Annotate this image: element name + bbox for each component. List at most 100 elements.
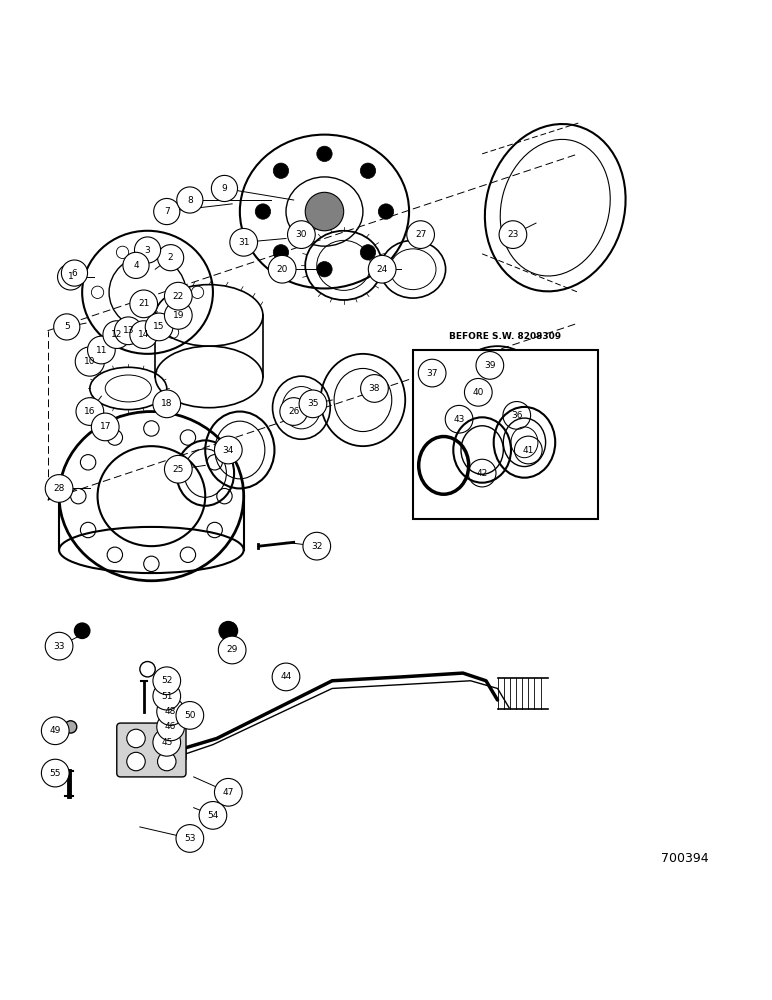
Circle shape <box>153 728 181 756</box>
Text: 41: 41 <box>523 446 534 455</box>
Circle shape <box>76 398 103 425</box>
Circle shape <box>157 713 185 741</box>
Circle shape <box>62 260 87 286</box>
Text: 3: 3 <box>144 246 151 255</box>
Circle shape <box>176 825 204 852</box>
Circle shape <box>87 336 115 364</box>
Circle shape <box>164 302 192 329</box>
Text: 15: 15 <box>154 322 165 331</box>
FancyBboxPatch shape <box>117 723 186 777</box>
Text: 55: 55 <box>49 769 61 778</box>
Circle shape <box>230 228 258 256</box>
Circle shape <box>218 636 246 664</box>
Circle shape <box>305 192 344 231</box>
Text: 51: 51 <box>161 692 172 701</box>
Circle shape <box>42 717 69 745</box>
Text: 36: 36 <box>511 411 523 420</box>
Circle shape <box>58 264 83 290</box>
Circle shape <box>219 622 238 640</box>
Circle shape <box>503 402 530 429</box>
Circle shape <box>75 347 104 376</box>
Circle shape <box>54 314 80 340</box>
Text: 20: 20 <box>276 265 288 274</box>
Circle shape <box>303 532 330 560</box>
Circle shape <box>127 752 145 771</box>
Text: 4: 4 <box>134 261 139 270</box>
Circle shape <box>74 623 90 638</box>
Circle shape <box>154 198 180 225</box>
Circle shape <box>157 698 185 725</box>
Circle shape <box>153 390 181 418</box>
Text: 29: 29 <box>226 645 238 654</box>
Text: 35: 35 <box>307 399 319 408</box>
Circle shape <box>514 436 542 464</box>
Text: 39: 39 <box>484 361 496 370</box>
Circle shape <box>123 252 149 278</box>
Circle shape <box>407 221 435 248</box>
Text: 17: 17 <box>100 422 111 431</box>
Circle shape <box>445 405 473 433</box>
Text: 48: 48 <box>165 707 176 716</box>
Text: 42: 42 <box>476 469 488 478</box>
Text: 38: 38 <box>369 384 381 393</box>
Circle shape <box>91 413 119 441</box>
Circle shape <box>46 632 73 660</box>
Circle shape <box>212 175 238 202</box>
Circle shape <box>499 221 527 248</box>
Circle shape <box>273 663 300 691</box>
Text: 27: 27 <box>415 230 426 239</box>
Circle shape <box>164 282 192 310</box>
Circle shape <box>130 321 157 348</box>
Text: 37: 37 <box>426 369 438 378</box>
Text: 24: 24 <box>377 265 388 274</box>
Circle shape <box>176 702 204 729</box>
Circle shape <box>273 163 289 178</box>
Text: 25: 25 <box>173 465 184 474</box>
Text: 28: 28 <box>53 484 65 493</box>
Circle shape <box>299 390 327 418</box>
Circle shape <box>157 729 176 748</box>
Circle shape <box>361 375 388 402</box>
Text: 50: 50 <box>184 711 195 720</box>
Circle shape <box>114 317 142 345</box>
Text: 5: 5 <box>64 322 69 331</box>
Circle shape <box>215 778 242 806</box>
Circle shape <box>157 245 184 271</box>
Text: 6: 6 <box>72 269 77 278</box>
Text: 22: 22 <box>173 292 184 301</box>
Text: 30: 30 <box>296 230 307 239</box>
Text: 700394: 700394 <box>662 852 709 865</box>
Text: 46: 46 <box>165 722 176 731</box>
Text: 31: 31 <box>238 238 249 247</box>
Text: 53: 53 <box>184 834 195 843</box>
Text: 52: 52 <box>161 676 172 685</box>
Circle shape <box>418 359 446 387</box>
Circle shape <box>46 475 73 502</box>
Text: 19: 19 <box>173 311 184 320</box>
Text: 8: 8 <box>187 196 193 205</box>
Text: 40: 40 <box>472 388 484 397</box>
Circle shape <box>317 146 332 162</box>
Circle shape <box>103 321 130 348</box>
Text: 45: 45 <box>161 738 172 747</box>
Circle shape <box>378 204 394 219</box>
Text: 54: 54 <box>207 811 218 820</box>
Circle shape <box>361 245 376 260</box>
Text: 18: 18 <box>161 399 172 408</box>
Circle shape <box>130 290 157 318</box>
Circle shape <box>134 237 161 263</box>
Text: 33: 33 <box>53 642 65 651</box>
Text: 47: 47 <box>222 788 234 797</box>
Circle shape <box>476 352 503 379</box>
Text: 32: 32 <box>311 542 323 551</box>
Circle shape <box>65 721 76 733</box>
Text: 23: 23 <box>507 230 519 239</box>
Circle shape <box>273 245 289 260</box>
Circle shape <box>153 682 181 710</box>
Text: 1: 1 <box>68 272 73 281</box>
Circle shape <box>199 802 227 829</box>
Circle shape <box>317 262 332 277</box>
Text: 49: 49 <box>49 726 61 735</box>
Circle shape <box>287 221 315 248</box>
Text: 44: 44 <box>280 672 292 681</box>
